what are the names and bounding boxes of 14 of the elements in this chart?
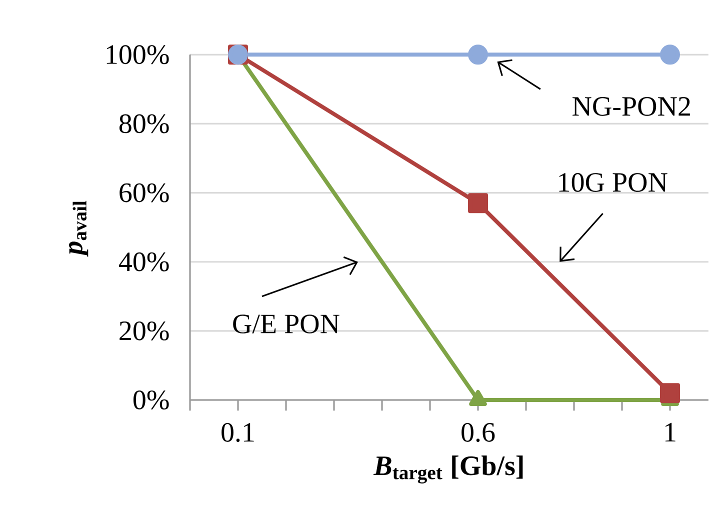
y-axis-title: p$_{avail}$ bbox=[68, 200, 88, 257]
text: 10G PON bbox=[559, 173, 668, 192]
y-tick-label: 100% bbox=[106, 45, 169, 64]
x-tick-label: 0.6 bbox=[462, 422, 495, 442]
y-tick-label: 60% bbox=[120, 183, 169, 202]
y-tick-label: 80% bbox=[119, 114, 169, 134]
x-tick-label: 1 bbox=[665, 422, 676, 442]
x-axis-title: B$_{target}$ [Gb/s] bbox=[373, 456, 523, 484]
x-tick-label: 0.1 bbox=[222, 422, 254, 442]
y-tick-label: 40% bbox=[118, 252, 169, 272]
series-label: NG-PON2 bbox=[572, 97, 690, 116]
text: G/E PON bbox=[233, 314, 340, 334]
y-tick-label: 0% bbox=[133, 390, 169, 410]
y-tick-label: 20% bbox=[120, 321, 169, 340]
